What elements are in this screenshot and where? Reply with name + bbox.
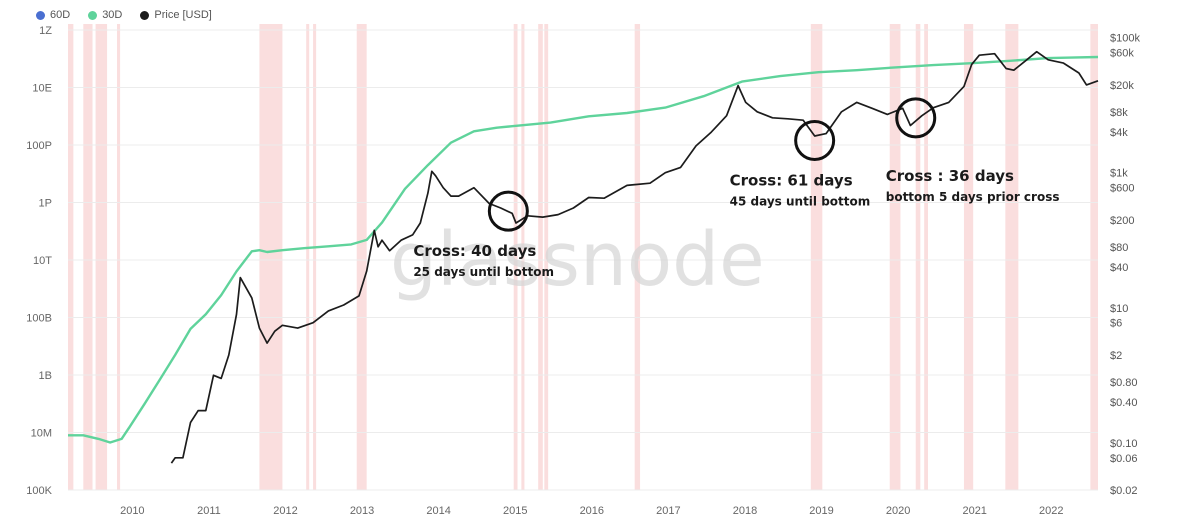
- highlight-band-15: [915, 24, 921, 490]
- left-tick-label: 1P: [39, 198, 52, 210]
- highlight-band-1: [83, 24, 93, 490]
- right-tick-label: $1k: [1110, 168, 1128, 180]
- legend-dot-30d: [88, 10, 98, 20]
- legend-dot-price: [140, 10, 150, 20]
- x-tick-label: 2017: [656, 505, 680, 517]
- legend-item-60d[interactable]: 60D: [36, 7, 70, 23]
- highlight-band-19: [1090, 24, 1098, 490]
- x-tick-label: 2011: [197, 505, 221, 517]
- series-layer: [68, 50, 1099, 464]
- chart-legend: 60D 30D Price [USD]: [36, 7, 212, 23]
- series-line-30d: [68, 55, 1099, 444]
- annotation-circle-1: [794, 120, 836, 162]
- highlight-band-14: [889, 24, 901, 490]
- highlight-band-17: [963, 24, 974, 490]
- right-tick-label: $20k: [1110, 80, 1134, 92]
- x-tick-label: 2021: [962, 505, 986, 517]
- x-tick-label: 2012: [273, 505, 297, 517]
- highlight-band-18: [1005, 24, 1019, 490]
- watermark: glassnode: [390, 217, 765, 303]
- x-tick-label: 2020: [886, 505, 910, 517]
- highlight-band-2: [95, 24, 108, 490]
- right-tick-label: $0.06: [1110, 453, 1138, 465]
- right-tick-label: $80: [1110, 242, 1128, 254]
- annotation-subtitle-1: 45 days until bottom: [730, 195, 871, 209]
- right-tick-label: $6: [1110, 318, 1122, 330]
- left-tick-label: 1Z: [39, 25, 52, 37]
- highlight-band-0: [68, 24, 74, 490]
- x-tick-label: 2014: [426, 505, 450, 517]
- left-tick-label: 1B: [39, 370, 52, 382]
- right-tick-label: $0.02: [1110, 485, 1138, 497]
- annotations: Cross: 40 days 25 days until bottom Cross:…: [413, 97, 1060, 279]
- highlight-band-10: [538, 24, 543, 490]
- left-tick-label: 10E: [32, 83, 52, 95]
- grid-lines: [68, 29, 1098, 491]
- highlight-band-6: [313, 24, 317, 490]
- right-tick-label: $60k: [1110, 48, 1134, 60]
- highlight-band-8: [513, 24, 518, 490]
- highlight-band-7: [356, 24, 367, 490]
- left-tick-label: 100P: [26, 140, 52, 152]
- right-tick-label: $600: [1110, 183, 1134, 195]
- left-tick-label: 100B: [26, 313, 52, 325]
- x-tick-label: 2019: [809, 505, 833, 517]
- x-axis: 2010 2011 2012 2013 2014 2015 2016 2017 2018 2019…: [120, 505, 1063, 517]
- series-line-price-usd: [170, 50, 1099, 464]
- right-tick-label: $0.10: [1110, 438, 1138, 450]
- legend-item-30d[interactable]: 30D: [88, 7, 122, 23]
- annotation-subtitle-2: bottom 5 days prior cross: [886, 190, 1060, 204]
- annotation-title-2: Cross : 36 days: [886, 167, 1014, 185]
- highlight-band-16: [924, 24, 928, 490]
- right-tick-label: $0.40: [1110, 397, 1138, 409]
- highlight-band-12: [634, 24, 641, 490]
- highlight-band-11: [544, 24, 549, 490]
- highlight-band-5: [306, 24, 310, 490]
- right-tick-label: $2: [1110, 350, 1122, 362]
- highlight-band-3: [117, 24, 121, 490]
- annotation-circle-0: [487, 190, 529, 232]
- annotation-title-1: Cross: 61 days: [730, 172, 853, 190]
- legend-label-30d: 30D: [102, 9, 123, 21]
- annotation-title-0: Cross: 40 days: [413, 242, 536, 260]
- x-tick-label: 2013: [350, 505, 374, 517]
- legend-label-60d: 60D: [50, 9, 71, 21]
- highlight-band-13: [810, 24, 823, 490]
- right-tick-label: $8k: [1110, 107, 1128, 119]
- left-tick-label: 10T: [33, 255, 52, 267]
- legend-label-price: Price [USD]: [154, 9, 212, 21]
- x-tick-label: 2010: [120, 505, 144, 517]
- highlight-band-9: [521, 24, 525, 490]
- right-tick-label: $100k: [1110, 33, 1140, 45]
- legend-dot-60d: [36, 10, 45, 20]
- left-axis: 100K 10M 1B 100B 10T 1P 100P 10E 1Z: [26, 25, 52, 497]
- annotation-circle-2: [895, 97, 937, 139]
- right-tick-label: $4k: [1110, 127, 1128, 139]
- x-tick-label: 2018: [733, 505, 757, 517]
- annotation-subtitle-0: 25 days until bottom: [413, 265, 554, 279]
- x-tick-label: 2015: [503, 505, 527, 517]
- legend-item-price[interactable]: Price [USD]: [140, 7, 212, 23]
- right-tick-label: $40: [1110, 262, 1128, 274]
- left-tick-label: 100K: [26, 485, 52, 497]
- left-tick-label: 10M: [31, 428, 52, 440]
- right-axis: $100k $60k $20k $8k $4k $1k $600 $200 $80 $40 $10 $…: [1110, 33, 1140, 497]
- highlight-bands: [68, 24, 1098, 490]
- highlight-band-4: [259, 24, 283, 490]
- right-tick-label: $10: [1110, 303, 1128, 315]
- right-tick-label: $200: [1110, 215, 1134, 227]
- x-tick-label: 2022: [1039, 505, 1063, 517]
- x-tick-label: 2016: [580, 505, 604, 517]
- right-tick-label: $0.80: [1110, 377, 1138, 389]
